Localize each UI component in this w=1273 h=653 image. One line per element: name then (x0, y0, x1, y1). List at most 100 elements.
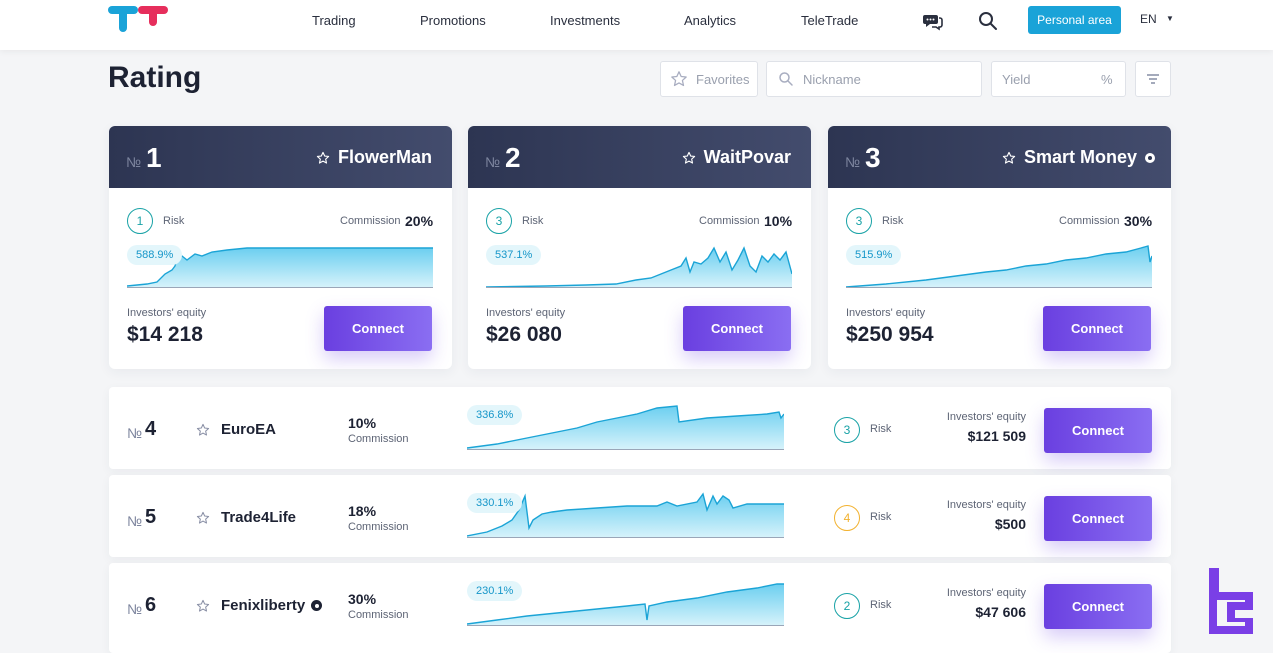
trader-name[interactable]: Smart Money (1023, 147, 1137, 167)
investors-equity-label: Investors' equity (946, 587, 1026, 599)
trader-row: № 5 Trade4Life 18% Commission 330.1% 4 R… (109, 475, 1171, 557)
yield-tag: 230.1% (467, 581, 523, 601)
commission-label: Commission (1059, 215, 1120, 227)
investors-equity-label: Investors' equity (946, 411, 1026, 423)
star-icon (671, 71, 687, 87)
commission-value: 30% (348, 591, 377, 607)
commission-label: Commission (348, 609, 409, 621)
watermark-logo (1209, 568, 1253, 634)
connect-button[interactable]: Connect (1044, 496, 1152, 541)
rank-number: 3 (865, 142, 881, 173)
yield-tag: 330.1% (467, 493, 523, 513)
trader-name[interactable]: Fenixliberty (221, 597, 306, 614)
yield-unit: % (1101, 71, 1113, 87)
connect-button[interactable]: Connect (1044, 408, 1152, 453)
favorites-label: Favorites (696, 71, 750, 87)
risk-label: Risk (522, 215, 544, 227)
language-selector[interactable]: EN (1140, 12, 1157, 26)
risk-level-badge: 3 (834, 417, 860, 443)
risk-level-badge: 1 (127, 208, 153, 234)
trader-card: № 3 Smart Money 3 Risk Commission 30% 51… (828, 126, 1171, 369)
star-icon[interactable] (196, 599, 210, 613)
sort-button[interactable] (1135, 61, 1171, 97)
rank-number: 2 (505, 142, 521, 173)
card-header: № 3 Smart Money (828, 126, 1171, 188)
search-icon[interactable] (977, 10, 999, 32)
trader-row: № 6 Fenixliberty 30% Commission 230.1% 2… (109, 563, 1171, 653)
chevron-down-icon[interactable]: ▼ (1166, 14, 1174, 23)
personal-area-button[interactable]: Personal area (1028, 6, 1121, 34)
yield-sparkline (467, 405, 784, 450)
risk-label: Risk (882, 215, 904, 227)
commission-value: 10% (348, 415, 377, 431)
connect-button[interactable]: Connect (1043, 306, 1151, 351)
commission-label: Commission (348, 521, 409, 533)
commission-value: 18% (348, 503, 377, 519)
yield-tag: 588.9% (127, 245, 183, 265)
nav-item-trading[interactable]: Trading (312, 13, 356, 28)
trader-name-block: FlowerMan (316, 147, 432, 168)
yield-tag: 336.8% (467, 405, 523, 425)
brand-logo[interactable] (108, 4, 170, 34)
investors-equity-value: $26 080 (486, 323, 562, 346)
commission-label: Commission (699, 215, 760, 227)
yield-sparkline (127, 247, 433, 288)
rank-symbol: № (845, 154, 861, 170)
nav-item-analytics[interactable]: Analytics (684, 13, 737, 28)
rank-symbol: № (127, 601, 143, 617)
commission-value: 20% (405, 213, 434, 229)
trader-card: № 2 WaitPovar 3 Risk Commission 10% 537.… (468, 126, 811, 369)
risk-level-badge: 4 (834, 505, 860, 531)
star-icon[interactable] (196, 423, 210, 437)
connect-button[interactable]: Connect (683, 306, 791, 351)
trader-name-block: Smart Money (1002, 147, 1155, 168)
top-navigation-bar: Trading Promotions Investments Analytics… (0, 0, 1273, 50)
commission-value: 10% (764, 213, 793, 229)
trader-name-block: Fenixliberty (221, 597, 323, 614)
rank-symbol: № (127, 425, 143, 441)
verified-icon (311, 600, 323, 611)
rank-symbol: № (127, 513, 143, 529)
connect-button[interactable]: Connect (324, 306, 432, 351)
verified-icon (1145, 152, 1155, 163)
nav-item-teletrade[interactable]: TeleTrade (801, 13, 859, 28)
investors-equity-value: $47 606 (975, 604, 1026, 620)
trader-name[interactable]: EuroEA (221, 421, 277, 438)
rank-number: 1 (146, 142, 162, 173)
trader-card: № 1 FlowerMan 1 Risk Commission 20% 588.… (109, 126, 452, 369)
card-header: № 2 WaitPovar (468, 126, 811, 188)
yield-filter-field[interactable]: % (991, 61, 1126, 97)
trader-row: № 4 EuroEA 10% Commission 336.8% 3 Risk … (109, 387, 1171, 469)
commission-value: 30% (1124, 213, 1153, 229)
yield-sparkline (467, 492, 784, 538)
star-icon[interactable] (196, 511, 210, 525)
page-title: Rating (108, 61, 202, 94)
connect-button[interactable]: Connect (1044, 584, 1152, 629)
star-icon[interactable] (316, 151, 330, 165)
trader-name[interactable]: WaitPovar (703, 147, 791, 167)
star-icon[interactable] (1002, 151, 1016, 165)
yield-input[interactable] (1002, 71, 1097, 87)
chat-icon[interactable] (922, 10, 944, 32)
nav-item-investments[interactable]: Investments (550, 13, 621, 28)
commission-label: Commission (340, 215, 401, 227)
sort-icon (1147, 74, 1159, 84)
risk-level-badge: 3 (846, 208, 872, 234)
rank-number: 6 (145, 594, 157, 616)
investors-equity-label: Investors' equity (127, 307, 207, 319)
investors-equity-label: Investors' equity (486, 307, 566, 319)
nav-item-promotions[interactable]: Promotions (420, 13, 486, 28)
investors-equity-value: $121 509 (967, 428, 1026, 444)
nickname-input[interactable] (803, 71, 973, 87)
star-icon[interactable] (682, 151, 696, 165)
trader-name[interactable]: Trade4Life (221, 509, 297, 526)
risk-label: Risk (870, 599, 892, 611)
rank-number: 4 (145, 418, 157, 440)
nickname-search-field[interactable] (766, 61, 982, 97)
commission-label: Commission (348, 433, 409, 445)
trader-name[interactable]: FlowerMan (337, 147, 432, 167)
favorites-filter-button[interactable]: Favorites (660, 61, 758, 97)
investors-equity-value: $500 (994, 516, 1026, 532)
yield-tag: 515.9% (846, 245, 902, 265)
risk-label: Risk (870, 423, 892, 435)
